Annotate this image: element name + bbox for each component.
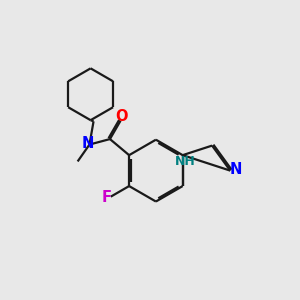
Text: N: N bbox=[230, 162, 242, 177]
Text: N: N bbox=[82, 136, 94, 151]
Text: NH: NH bbox=[175, 155, 196, 168]
Text: O: O bbox=[115, 110, 128, 124]
Text: F: F bbox=[101, 190, 111, 205]
